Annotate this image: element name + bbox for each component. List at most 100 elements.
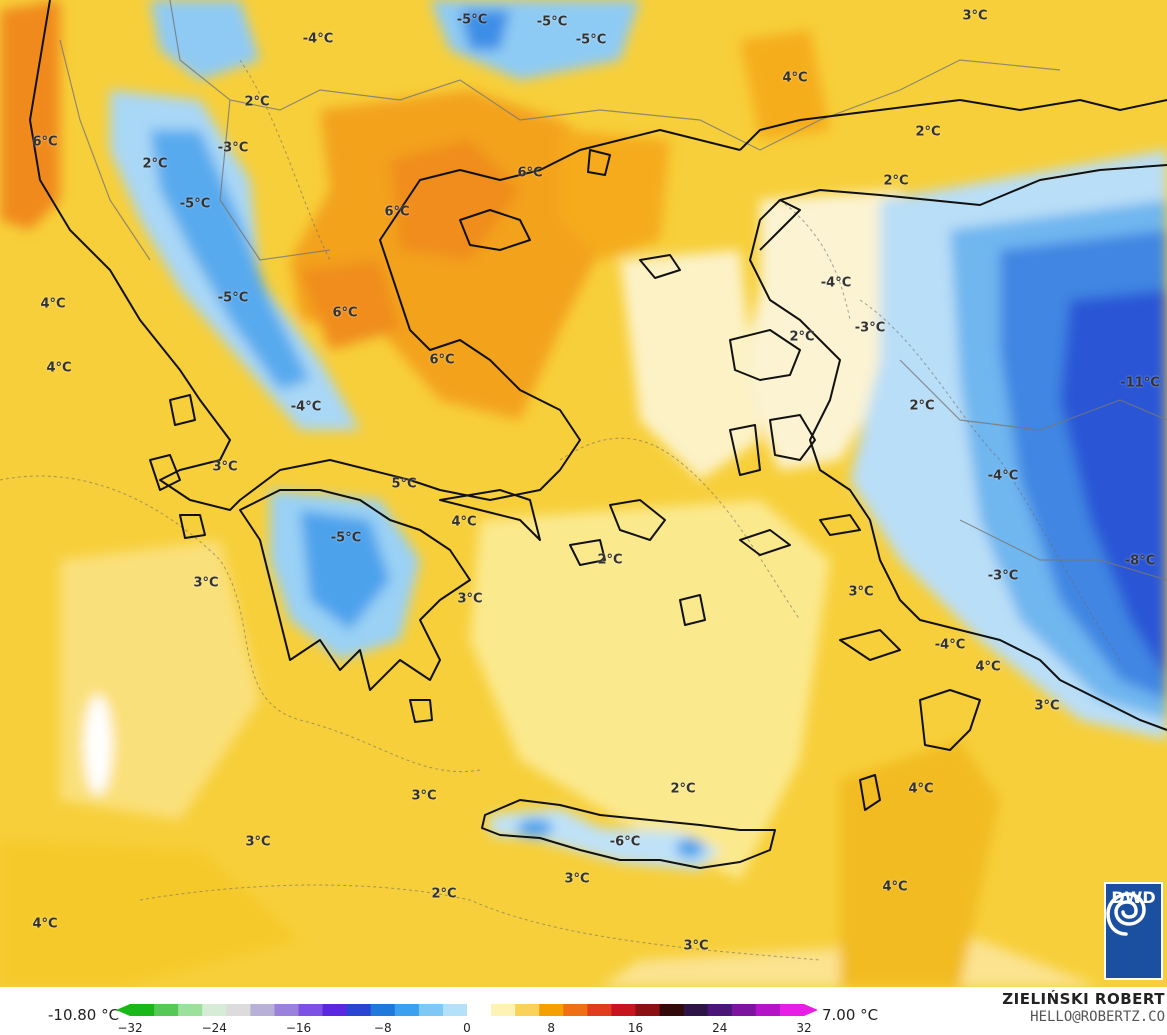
temperature-label: 3°C [457, 591, 483, 607]
legend-max-value: 7.00 °C [822, 1006, 879, 1024]
temperature-map[interactable]: -5°C -5°C -5°C 3°C -4°C 4°C 2°C 6°C -3°C 2°C 2°C 6°… [0, 0, 1167, 987]
color-swatch [130, 1004, 155, 1016]
temperature-label: 2°C [597, 552, 623, 568]
scale-tick-label: −8 [373, 1021, 392, 1035]
temperature-label: -4°C [290, 399, 322, 415]
dwd-logo: DWD [1104, 882, 1163, 980]
color-swatch [322, 1004, 348, 1016]
color-swatch [635, 1004, 661, 1016]
temperature-label: -4°C [302, 31, 334, 47]
temperature-label: 3°C [212, 459, 238, 475]
color-swatch [707, 1004, 733, 1016]
temperature-label: 4°C [782, 70, 808, 86]
temperature-label: 3°C [683, 938, 709, 954]
color-swatch [418, 1004, 444, 1016]
color-swatch [563, 1004, 588, 1016]
temperature-label: 4°C [46, 360, 72, 376]
temperature-label: 6°C [384, 204, 410, 220]
temperature-label: -11°C [1120, 375, 1160, 391]
legend-footer: -10.80 °C −32 −24 −16 −8 0 8 16 24 32 7.00 °C ZI… [0, 987, 1167, 1035]
temperature-label: -5°C [217, 290, 249, 306]
temperature-label: 2°C [909, 398, 935, 414]
scale-max-arrow [804, 1004, 818, 1016]
color-swatch [659, 1004, 685, 1016]
color-swatch [298, 1004, 324, 1016]
color-swatch [178, 1004, 203, 1016]
temperature-label: 2°C [431, 886, 457, 902]
color-swatch [755, 1004, 781, 1016]
temperature-label: 4°C [451, 514, 477, 530]
temperature-label: -3°C [217, 140, 249, 156]
map-canvas [0, 0, 1167, 987]
color-swatch [515, 1004, 540, 1016]
swirl-icon [1106, 892, 1146, 936]
scale-min-arrow [116, 1004, 130, 1016]
temperature-label: -4°C [820, 275, 852, 291]
scale-tick-label: 32 [796, 1021, 812, 1035]
temperature-label: 2°C [142, 156, 168, 172]
color-swatch [539, 1004, 564, 1016]
color-swatch [202, 1004, 227, 1016]
temperature-label: -4°C [934, 637, 966, 653]
author-name: ZIELIŃSKI ROBERT [1002, 990, 1165, 1008]
scale-tick-label: 8 [547, 1021, 556, 1035]
temperature-label: 2°C [670, 781, 696, 797]
temperature-shading [0, 0, 1167, 987]
temperature-label: 4°C [32, 916, 58, 932]
scale-tick-label: −16 [285, 1021, 312, 1035]
color-swatch [683, 1004, 709, 1016]
temperature-label: -4°C [987, 468, 1019, 484]
scale-tick-label: 16 [627, 1021, 644, 1035]
temperature-label: 4°C [40, 296, 66, 312]
temperature-label: -5°C [330, 530, 362, 546]
temperature-label: -5°C [456, 12, 488, 28]
temperature-label: -8°C [1124, 553, 1156, 569]
temperature-label: 4°C [975, 659, 1001, 675]
color-swatch [442, 1004, 468, 1016]
temperature-label: 2°C [244, 94, 270, 110]
color-swatch [370, 1004, 396, 1016]
temperature-label: 2°C [915, 124, 941, 140]
temperature-label: 3°C [962, 8, 988, 24]
color-scale-bar [116, 1004, 818, 1016]
admin-borders [59, 0, 1167, 581]
temperature-label: 3°C [411, 788, 437, 804]
temperature-label: 5°C [391, 476, 417, 492]
color-swatch [346, 1004, 372, 1016]
temperature-label: -5°C [179, 196, 211, 212]
temperature-label: 6°C [517, 165, 543, 181]
scale-tick-label: −24 [201, 1021, 227, 1035]
legend-min-value: -10.80 °C [48, 1006, 120, 1024]
color-swatch [779, 1004, 805, 1016]
temperature-label: -5°C [575, 32, 607, 48]
author-email[interactable]: HELLO@ROBERTZ.CO [1030, 1009, 1165, 1025]
color-swatch [274, 1004, 299, 1016]
color-swatch [226, 1004, 251, 1016]
coastlines [29, 0, 1167, 869]
temperature-label: 4°C [908, 781, 934, 797]
temperature-label: 3°C [564, 871, 590, 887]
temperature-label: 2°C [883, 173, 909, 189]
temperature-label: 3°C [245, 834, 271, 850]
temperature-label: 6°C [32, 134, 58, 150]
temperature-label: -5°C [536, 14, 568, 30]
temperature-label: 4°C [882, 879, 908, 895]
temperature-label: 3°C [193, 575, 219, 591]
scale-tick-label: 24 [712, 1021, 728, 1035]
temperature-label: 6°C [332, 305, 358, 321]
temperature-label: 3°C [1034, 698, 1060, 714]
scale-tick-label: 0 [463, 1021, 471, 1035]
color-swatch [491, 1004, 516, 1016]
contour-lines [0, 59, 1121, 961]
temperature-label: 2°C [789, 329, 815, 345]
color-swatch [731, 1004, 757, 1016]
temperature-label: -3°C [854, 320, 886, 336]
temperature-label: -6°C [609, 834, 641, 850]
temperature-label: -3°C [987, 568, 1019, 584]
color-swatch [611, 1004, 636, 1016]
color-swatch [154, 1004, 179, 1016]
scale-tick-label: −32 [117, 1021, 143, 1035]
color-swatch [394, 1004, 420, 1016]
color-swatch [250, 1004, 275, 1016]
color-swatch [467, 1004, 492, 1016]
